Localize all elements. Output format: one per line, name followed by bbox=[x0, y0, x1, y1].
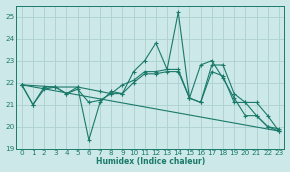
X-axis label: Humidex (Indice chaleur): Humidex (Indice chaleur) bbox=[96, 157, 205, 166]
